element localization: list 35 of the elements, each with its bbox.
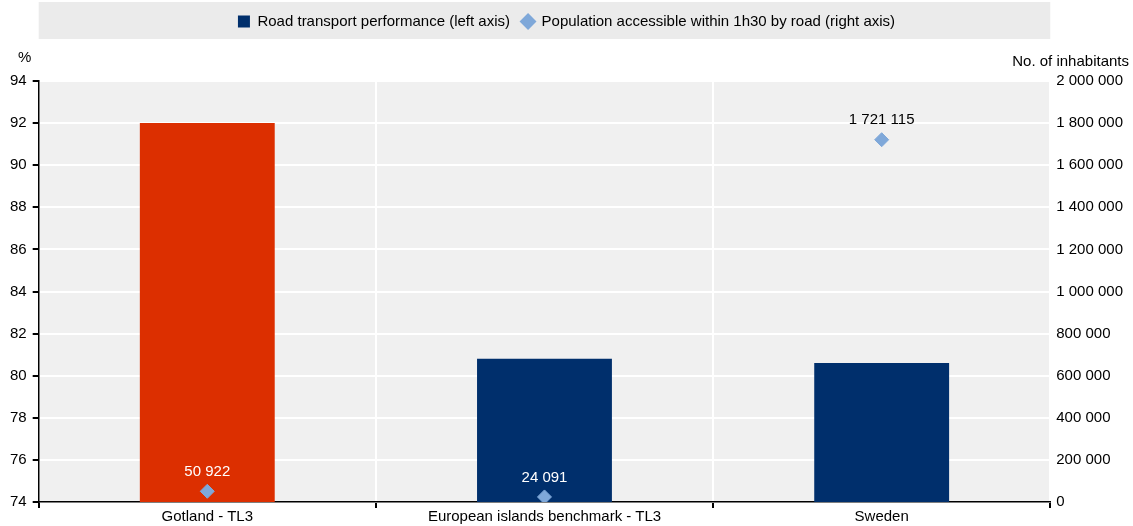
y2-tick-label: 200 000 bbox=[1056, 450, 1111, 468]
data-label: 24 091 bbox=[521, 467, 568, 485]
y2-axis-title: No. of inhabitants bbox=[1012, 51, 1129, 69]
y2-tick-label: 400 000 bbox=[1056, 407, 1111, 425]
y2-tick-label: 1 200 000 bbox=[1056, 239, 1123, 257]
y2-tick-label: 800 000 bbox=[1056, 323, 1111, 341]
y2-tick-label: 0 bbox=[1056, 492, 1065, 510]
x-tick-label: Sweden bbox=[854, 507, 909, 525]
y-tick-label: 82 bbox=[10, 323, 27, 341]
point bbox=[199, 483, 215, 499]
y2-tick-label: 600 000 bbox=[1056, 365, 1111, 383]
x-tick-label: Gotland - TL3 bbox=[161, 507, 254, 525]
y-axis-title: % bbox=[18, 47, 32, 65]
legend-label: Road transport performance (left axis) bbox=[257, 11, 511, 29]
y-tick-label: 86 bbox=[10, 239, 27, 257]
y-tick-label: 94 bbox=[10, 71, 27, 89]
data-label: 1 721 115 bbox=[848, 110, 915, 128]
y2-tick-label: 1 600 000 bbox=[1056, 155, 1123, 173]
y-tick-label: 84 bbox=[10, 281, 27, 299]
y-tick-label: 80 bbox=[10, 365, 27, 383]
y-tick-label: 90 bbox=[10, 155, 27, 173]
y2-tick-label: 2 000 000 bbox=[1056, 71, 1123, 89]
data-label: 50 922 bbox=[184, 461, 231, 479]
legend-label: Population accessible within 1h30 by road (right axis) bbox=[541, 11, 896, 29]
y-tick-label: 76 bbox=[10, 450, 27, 468]
y-tick-label: 92 bbox=[10, 113, 27, 131]
point bbox=[874, 132, 890, 148]
y2-tick-label: 1 800 000 bbox=[1056, 113, 1123, 131]
y2-tick-label: 1 400 000 bbox=[1056, 197, 1123, 215]
y-tick-label: 74 bbox=[10, 492, 27, 510]
y-tick-label: 88 bbox=[10, 197, 27, 215]
y2-tick-label: 1 000 000 bbox=[1056, 281, 1123, 299]
y-tick-label: 78 bbox=[10, 407, 27, 425]
point bbox=[536, 489, 552, 502]
x-tick-label: European islands benchmark - TL3 bbox=[427, 507, 662, 525]
